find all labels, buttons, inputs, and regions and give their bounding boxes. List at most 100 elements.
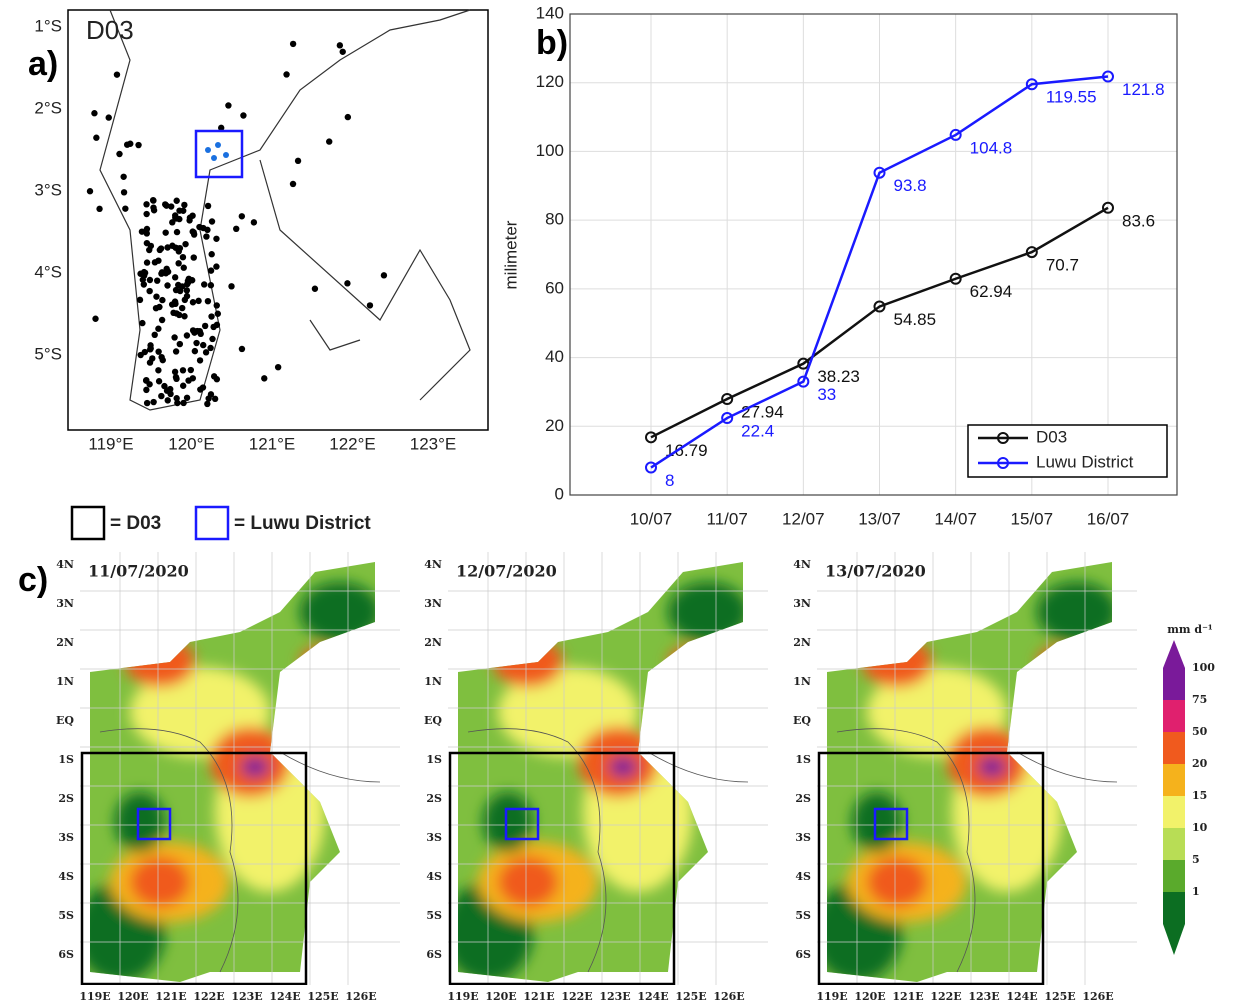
station <box>172 348 180 355</box>
station <box>178 304 186 312</box>
station <box>155 367 162 374</box>
value-label: 38.23 <box>817 367 860 386</box>
station <box>208 218 216 225</box>
lat-label: 3N <box>793 597 811 610</box>
station <box>189 327 197 334</box>
station <box>180 399 187 407</box>
lat-label: 5S <box>795 909 811 922</box>
y-tick-label: 20 <box>545 416 564 435</box>
lon-label: 123E <box>231 990 262 1003</box>
point <box>721 412 734 425</box>
legend-label: = Luwu District <box>234 513 371 534</box>
station <box>185 377 192 384</box>
lon-label: 121E <box>523 990 554 1003</box>
station <box>143 259 151 266</box>
station <box>311 285 319 292</box>
station <box>189 299 197 306</box>
lat-label: 2N <box>424 636 442 649</box>
lon-label: 124E <box>269 990 300 1003</box>
lat-label: 3°S <box>34 180 62 199</box>
station <box>208 251 215 258</box>
station <box>283 71 290 78</box>
station <box>336 42 344 49</box>
y-axis-label: milimeter <box>501 220 520 289</box>
station <box>143 225 151 233</box>
lon-label: 120E <box>117 990 148 1003</box>
station <box>143 239 151 247</box>
station <box>214 310 222 317</box>
station <box>143 210 150 218</box>
value-label: 8 <box>665 471 674 490</box>
station <box>164 397 171 404</box>
colorbar-cell <box>1163 732 1185 764</box>
station <box>193 339 200 347</box>
x-tick-label: 16/07 <box>1087 509 1130 528</box>
station <box>176 287 184 295</box>
colorbar-cell <box>1163 892 1185 924</box>
station <box>123 141 131 148</box>
station <box>158 392 165 400</box>
colorbar-label: 1 <box>1192 885 1200 898</box>
lon-label: 123E <box>599 990 630 1003</box>
y-tick-label: 100 <box>536 141 564 160</box>
station <box>163 202 170 209</box>
x-tick-label: 10/07 <box>630 509 673 528</box>
station <box>146 381 153 388</box>
point <box>1025 78 1038 91</box>
lat-label: 1S <box>58 753 74 766</box>
series-line <box>650 75 1109 469</box>
lat-label: 1S <box>795 753 811 766</box>
lat-label: 3S <box>426 831 442 844</box>
colorbar-label: 20 <box>1192 757 1208 770</box>
station <box>200 341 207 349</box>
station <box>228 283 235 290</box>
x-tick-label: 13/07 <box>858 509 901 528</box>
colorbar-label: 50 <box>1192 725 1208 738</box>
lat-label: 1°S <box>34 16 62 35</box>
station <box>213 263 220 270</box>
point <box>797 357 810 370</box>
series-line <box>650 206 1109 439</box>
station <box>175 260 182 267</box>
colorbar-label: 15 <box>1192 789 1207 802</box>
station <box>218 124 225 132</box>
y-tick-label: 60 <box>545 278 564 297</box>
lat-label: 3N <box>424 597 442 610</box>
value-label: 104.8 <box>970 138 1013 157</box>
colorbar-cell <box>1163 764 1185 796</box>
colorbar-label: 75 <box>1192 693 1207 706</box>
station <box>289 180 297 188</box>
legend-label: D03 <box>1036 427 1067 446</box>
station <box>155 378 163 385</box>
lon-label: 125E <box>307 990 338 1003</box>
legend-marker <box>997 432 1009 444</box>
station <box>207 344 214 352</box>
lat-label: 5S <box>426 909 442 922</box>
lon-label: 121E <box>892 990 923 1003</box>
station <box>135 141 142 149</box>
station <box>153 293 160 300</box>
station <box>250 219 258 226</box>
point <box>949 128 962 141</box>
station <box>150 398 157 406</box>
station <box>207 267 215 274</box>
station <box>380 272 388 279</box>
station <box>150 197 157 204</box>
y-tick-label: 120 <box>536 72 564 91</box>
colorbar-unit: mm d⁻¹ <box>1167 623 1213 636</box>
plot-area <box>570 14 1177 495</box>
map-a: D03 a) <box>28 9 489 431</box>
station <box>168 203 175 210</box>
station <box>180 207 187 214</box>
lon-label: 123E <box>968 990 999 1003</box>
colorbar-top <box>1163 640 1185 668</box>
legend-box <box>194 505 230 541</box>
lat-label: 6S <box>795 948 811 961</box>
station <box>151 259 159 266</box>
lon-label: 125E <box>1044 990 1075 1003</box>
station <box>113 71 121 78</box>
station <box>191 347 199 355</box>
value-label: 16.79 <box>665 441 708 460</box>
station <box>122 205 129 212</box>
y-tick-label: 40 <box>545 347 564 366</box>
